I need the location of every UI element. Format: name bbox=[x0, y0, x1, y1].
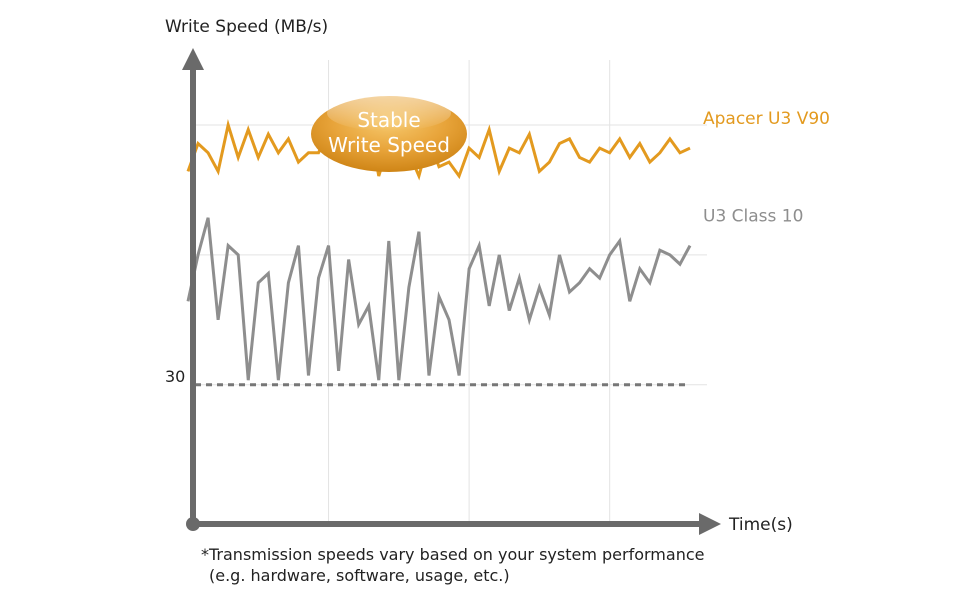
series-layer: Apacer U3 V90 U3 Class 10 bbox=[186, 109, 830, 381]
y-axis-arrow bbox=[182, 48, 204, 70]
series-line-1 bbox=[186, 217, 692, 381]
callout-text: Stable Write Speed bbox=[328, 108, 450, 157]
threshold-label: 30 bbox=[165, 367, 185, 386]
footnote-line-2: (e.g. hardware, software, usage, etc.) bbox=[209, 566, 510, 585]
footnote-line-1: *Transmission speeds vary based on your … bbox=[201, 545, 704, 564]
series-label-0: Apacer U3 V90 bbox=[703, 109, 830, 129]
axis-origin bbox=[186, 517, 200, 531]
series-label-1: U3 Class 10 bbox=[703, 207, 803, 227]
x-axis-title: Time(s) bbox=[728, 515, 793, 535]
stable-speed-callout: Stable Write Speed bbox=[311, 95, 467, 172]
y-axis-title: Write Speed (MB/s) bbox=[165, 17, 328, 37]
x-axis-arrow bbox=[699, 513, 721, 535]
series-line-0 bbox=[186, 119, 691, 181]
